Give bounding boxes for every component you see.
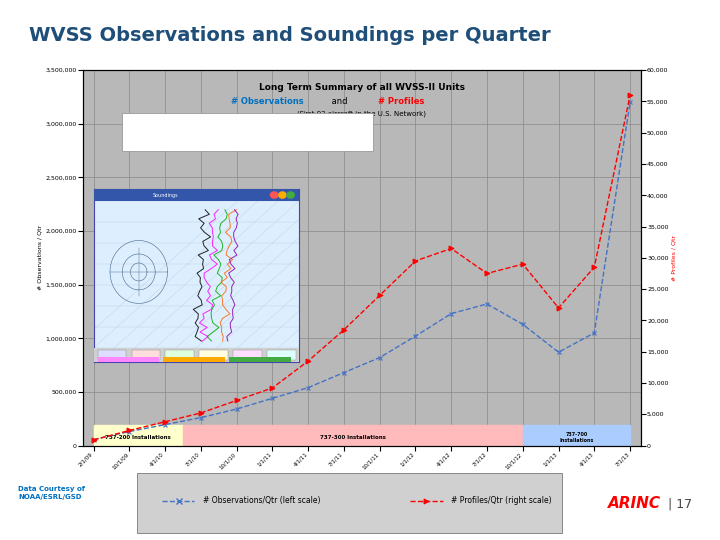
- Bar: [94, 425, 183, 446]
- Bar: [233, 350, 262, 360]
- Text: 737-300 Installations: 737-300 Installations: [320, 435, 386, 440]
- Bar: [94, 348, 299, 362]
- Bar: [163, 357, 225, 362]
- Bar: [98, 350, 127, 360]
- Text: Long Term Summary of all WVSS-II Units: Long Term Summary of all WVSS-II Units: [258, 83, 465, 92]
- Circle shape: [271, 192, 278, 198]
- Bar: [166, 350, 194, 360]
- Text: Soundings: Soundings: [153, 193, 179, 198]
- Text: WVSS Observations and Soundings per Quarter: WVSS Observations and Soundings per Quar…: [29, 26, 550, 45]
- Text: # Profiles: # Profiles: [378, 97, 424, 106]
- FancyBboxPatch shape: [137, 472, 562, 533]
- Text: Total # Profiles for the Program: 381,798: Total # Profiles for the Program: 381,79…: [158, 135, 337, 144]
- FancyBboxPatch shape: [122, 113, 373, 151]
- Text: 737-700
Installations: 737-700 Installations: [559, 432, 593, 443]
- Y-axis label: # Profiles / Qtr: # Profiles / Qtr: [671, 235, 676, 281]
- Circle shape: [287, 192, 294, 198]
- Text: # Profiles/Qtr (right scale): # Profiles/Qtr (right scale): [451, 496, 552, 505]
- Bar: [267, 350, 296, 360]
- Text: (First 92 aircraft in the U.S. Network): (First 92 aircraft in the U.S. Network): [297, 110, 426, 117]
- Bar: [98, 357, 159, 362]
- Bar: [94, 201, 299, 348]
- Y-axis label: # Observations / Qtr: # Observations / Qtr: [37, 225, 42, 291]
- Bar: [229, 357, 291, 362]
- Text: | 17: | 17: [668, 497, 693, 510]
- Bar: [523, 425, 630, 446]
- Text: # Observations/Qtr (left scale): # Observations/Qtr (left scale): [203, 496, 320, 505]
- Text: Total Obs for the Program: 19,054,047: Total Obs for the Program: 19,054,047: [164, 120, 330, 129]
- Text: Data Courtesy of
NOAA/ESRL/GSD: Data Courtesy of NOAA/ESRL/GSD: [18, 485, 85, 500]
- Text: # Observations: # Observations: [230, 97, 303, 106]
- Text: and: and: [329, 97, 350, 106]
- Bar: [94, 189, 299, 201]
- Text: 757-200 Installations: 757-200 Installations: [105, 435, 171, 440]
- Bar: [199, 350, 228, 360]
- Bar: [183, 425, 523, 446]
- Circle shape: [279, 192, 286, 198]
- Text: ARINC: ARINC: [608, 496, 662, 511]
- Bar: [132, 350, 161, 360]
